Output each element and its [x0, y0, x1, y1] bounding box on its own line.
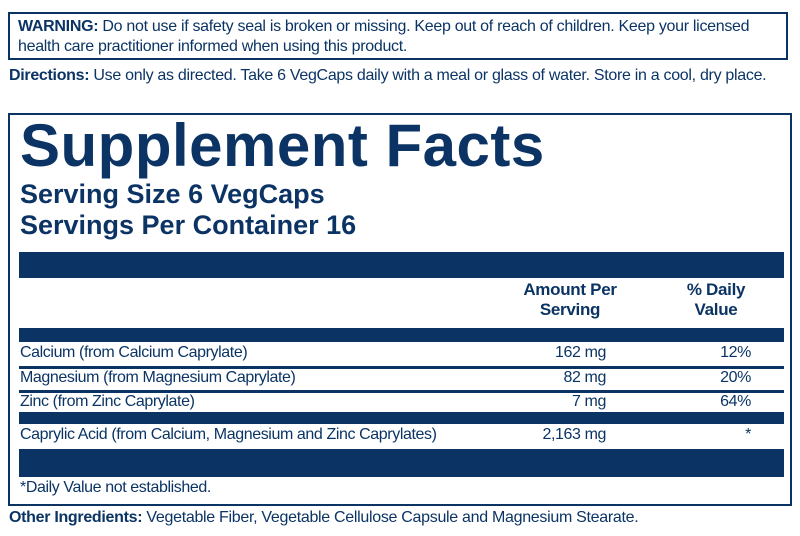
medium-divider — [19, 412, 784, 424]
other-ingredients-text: Vegetable Fiber, Vegetable Cellulose Cap… — [142, 509, 639, 526]
directions-label: Directions: — [9, 67, 90, 84]
footnote: *Daily Value not established. — [20, 479, 211, 496]
thick-divider — [19, 449, 784, 477]
nutrient-name: Calcium (from Calcium Caprylate) — [20, 344, 248, 361]
serving-size: Serving Size 6 VegCaps — [20, 179, 325, 209]
nutrient-name: Zinc (from Zinc Caprylate) — [20, 393, 195, 410]
warning-box: WARNING: Do not use if safety seal is br… — [8, 12, 788, 60]
nutrient-amount: 162 mg — [555, 344, 606, 361]
warning-label: WARNING: — [18, 18, 99, 35]
warning-text: Do not use if safety seal is broken or m… — [18, 18, 750, 55]
medium-divider — [19, 328, 784, 342]
row-divider — [19, 366, 784, 369]
nutrient-name: Magnesium (from Magnesium Caprylate) — [20, 369, 296, 386]
other-ingredients-label: Other Ingredients: — [9, 509, 143, 526]
servings-per-container: Servings Per Container 16 — [20, 210, 357, 240]
facts-title: Supplement Facts — [20, 112, 545, 179]
supplement-facts-panel: Supplement Facts Serving Size 6 VegCaps … — [8, 112, 792, 506]
header-daily-value: % Daily Value — [686, 280, 746, 319]
nutrient-dv: 20% — [720, 369, 751, 386]
nutrient-name: Caprylic Acid (from Calcium, Magnesium a… — [20, 426, 437, 443]
other-ingredients: Other Ingredients: Vegetable Fiber, Vege… — [9, 509, 639, 527]
nutrient-dv: 64% — [720, 393, 751, 410]
thick-divider — [19, 252, 784, 278]
nutrient-dv: * — [745, 426, 751, 443]
directions-text: Use only as directed. Take 6 VegCaps dai… — [89, 67, 767, 84]
nutrient-dv: 12% — [720, 344, 751, 361]
nutrient-amount: 7 mg — [572, 393, 606, 410]
directions: Directions: Use only as directed. Take 6… — [9, 66, 793, 86]
header-amount: Amount Per Serving — [523, 280, 617, 319]
row-divider — [19, 390, 784, 393]
nutrient-amount: 82 mg — [563, 369, 607, 386]
nutrient-amount: 2,163 mg — [542, 426, 606, 443]
